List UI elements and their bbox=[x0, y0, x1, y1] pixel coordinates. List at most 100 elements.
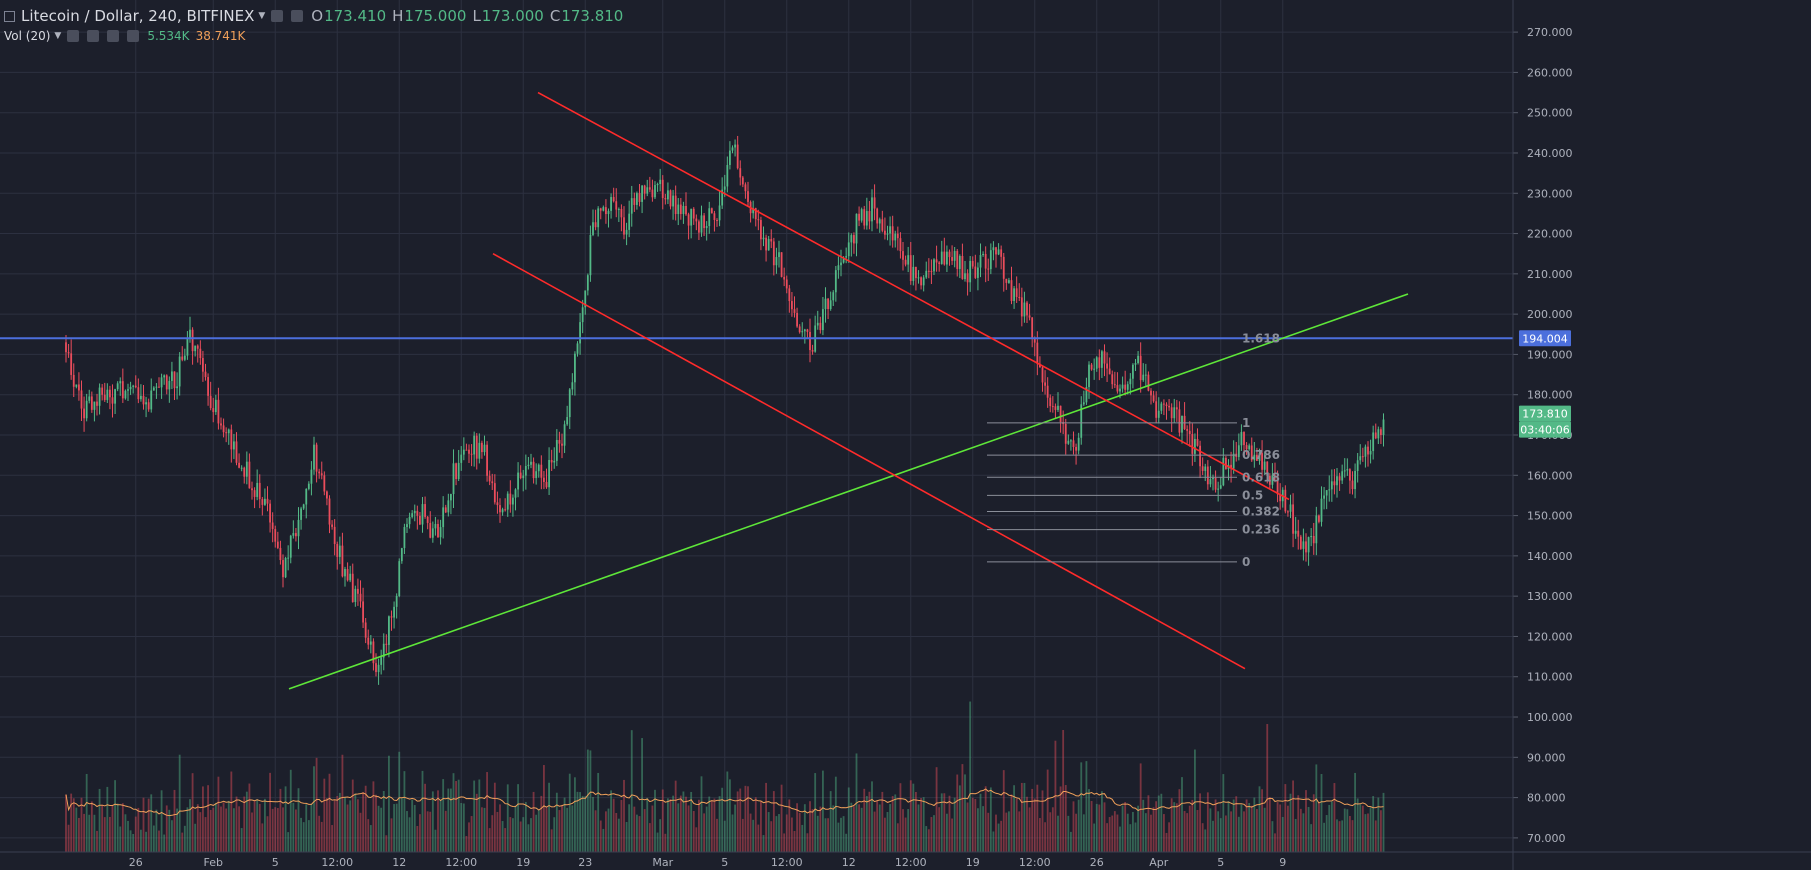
eye-icon[interactable] bbox=[67, 30, 80, 42]
volume-bar bbox=[496, 811, 499, 852]
candle-body bbox=[636, 193, 638, 205]
candle-body bbox=[1361, 456, 1364, 458]
volume-bar bbox=[390, 818, 393, 852]
gear-icon[interactable] bbox=[87, 30, 100, 42]
volume-bar bbox=[798, 812, 801, 852]
candle-body bbox=[1250, 445, 1253, 461]
volume-bar bbox=[814, 773, 817, 852]
volume-bar bbox=[506, 784, 509, 852]
volume-bar bbox=[765, 782, 767, 852]
plus-icon[interactable] bbox=[107, 30, 120, 42]
volume-bar bbox=[1225, 815, 1227, 852]
volume-bar bbox=[1150, 814, 1152, 852]
candle-body bbox=[1168, 405, 1170, 408]
candle-body bbox=[770, 239, 773, 242]
volume-bar bbox=[1336, 819, 1338, 852]
candle-body bbox=[920, 277, 922, 286]
volume-bar bbox=[1000, 820, 1003, 852]
candle-body bbox=[672, 195, 674, 207]
candle-body bbox=[1054, 406, 1057, 410]
volume-ma-line bbox=[65, 788, 1384, 817]
volume-bar bbox=[411, 799, 414, 852]
settings-icon[interactable] bbox=[271, 10, 284, 22]
volume-bar bbox=[625, 822, 628, 852]
candle-body bbox=[1299, 536, 1302, 549]
volume-bar bbox=[576, 791, 579, 852]
volume-bar bbox=[827, 818, 829, 852]
volume-bar bbox=[997, 823, 1000, 852]
volume-bar bbox=[840, 817, 842, 852]
volume-bar bbox=[651, 805, 654, 852]
volume-bar bbox=[499, 804, 501, 852]
high-value: 175.000 bbox=[404, 7, 467, 25]
volume-bar bbox=[1359, 804, 1362, 852]
volume-bar bbox=[969, 701, 972, 852]
candle-body bbox=[271, 522, 274, 530]
candle-body bbox=[834, 270, 837, 293]
volume-bar bbox=[302, 822, 305, 852]
candle-body bbox=[695, 218, 698, 222]
volume-bar bbox=[305, 804, 308, 852]
drawings[interactable]: 1.618 1 0.786 0.618 0.5 0.382 0.236 0 bbox=[0, 91, 1513, 690]
candle-body bbox=[1028, 315, 1031, 318]
chevron-down-icon[interactable]: ▼ bbox=[258, 11, 266, 21]
volume-bar bbox=[344, 797, 346, 852]
candle-body bbox=[811, 350, 814, 352]
volume-bar bbox=[367, 819, 370, 852]
compare-icon[interactable] bbox=[291, 10, 304, 22]
volume-bar bbox=[607, 808, 610, 852]
volume-bar bbox=[661, 789, 664, 852]
symbol-title[interactable]: Litecoin / Dollar, 240, BITFINEX bbox=[21, 7, 255, 25]
candle-body bbox=[902, 251, 904, 260]
volume-bar bbox=[868, 791, 871, 852]
volume-bar bbox=[718, 796, 721, 852]
volume-bar bbox=[1214, 799, 1217, 852]
volume-bar bbox=[961, 764, 964, 852]
candle-body bbox=[1356, 460, 1359, 472]
candle-body bbox=[524, 466, 527, 476]
candlesticks bbox=[65, 135, 1385, 685]
candle-body bbox=[1292, 504, 1294, 534]
volume-bar bbox=[1044, 822, 1046, 852]
volume-bar bbox=[1377, 797, 1380, 852]
candle-body bbox=[984, 253, 987, 269]
volume-bar bbox=[1152, 807, 1155, 852]
candle-body bbox=[1310, 535, 1313, 538]
chevron-down-icon[interactable]: ▼ bbox=[54, 31, 62, 41]
candle-body bbox=[1031, 317, 1034, 338]
close-icon[interactable] bbox=[127, 30, 140, 42]
volume-bar bbox=[90, 801, 93, 852]
volume-bar bbox=[863, 788, 866, 852]
volume-bar bbox=[176, 808, 178, 852]
volume-bar bbox=[462, 803, 465, 852]
volume-bar bbox=[646, 797, 649, 852]
candle-body bbox=[439, 527, 442, 538]
volume-bar bbox=[574, 777, 576, 852]
candle-body bbox=[726, 164, 729, 187]
volume-bar bbox=[282, 807, 284, 852]
volume-bar bbox=[341, 754, 344, 852]
candle-body bbox=[189, 329, 191, 339]
candle-body bbox=[176, 386, 178, 389]
candle-body bbox=[1274, 475, 1276, 477]
volume-bar bbox=[638, 816, 641, 852]
candle-body bbox=[951, 257, 953, 261]
candle-body bbox=[762, 237, 765, 240]
volume-bar bbox=[829, 791, 832, 852]
fib-level-label: 0 bbox=[1242, 555, 1250, 569]
volume-bar bbox=[406, 811, 408, 852]
volume-bar bbox=[137, 807, 140, 852]
candle-body bbox=[266, 498, 269, 504]
fib-level-label: 0.786 bbox=[1242, 448, 1280, 462]
candle-body bbox=[537, 464, 540, 472]
volume-bar bbox=[1235, 796, 1238, 852]
candle-body bbox=[1070, 440, 1072, 442]
candle-body bbox=[238, 462, 240, 468]
volume-indicator-title[interactable]: Vol (20) bbox=[4, 29, 51, 43]
volume-bar bbox=[1144, 813, 1147, 852]
volume-bar bbox=[217, 776, 220, 852]
volume-bar bbox=[408, 817, 411, 852]
candle-body bbox=[757, 219, 760, 221]
collapse-icon[interactable] bbox=[4, 10, 15, 22]
